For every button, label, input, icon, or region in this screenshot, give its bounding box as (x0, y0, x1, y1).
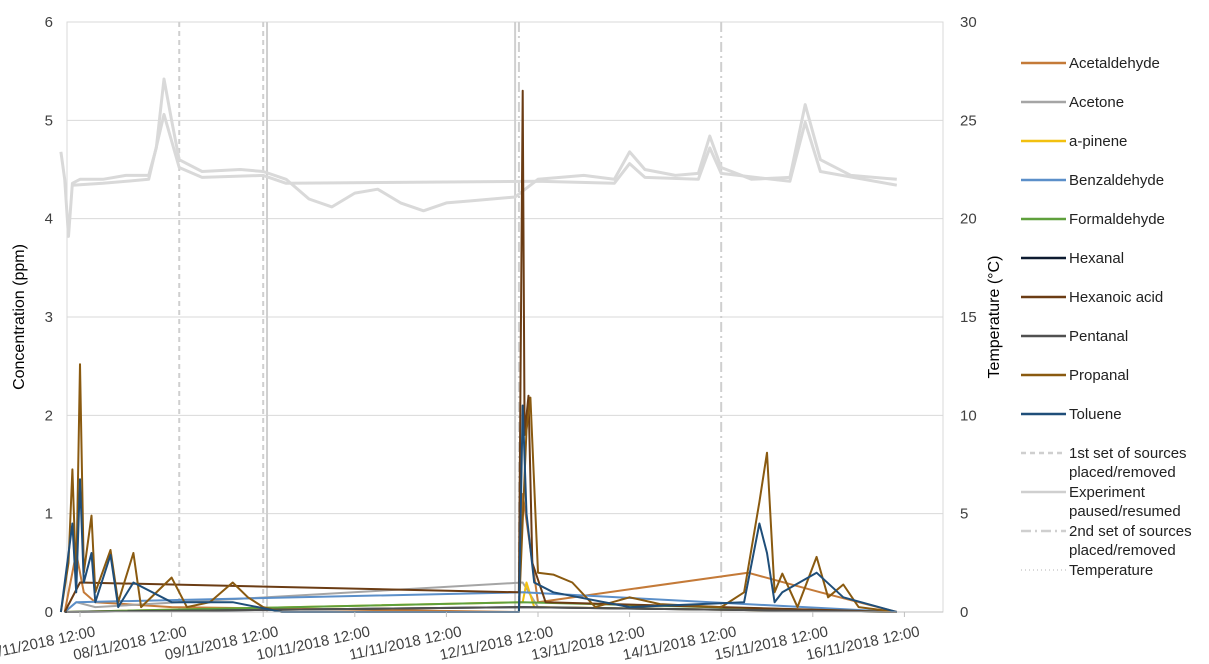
legend-label: Temperature (1069, 562, 1153, 579)
y-tick-label: 4 (45, 211, 53, 228)
event-lines (178, 22, 723, 612)
y2-tick-label: 20 (960, 211, 977, 228)
temperature-series (59, 77, 898, 238)
legend-label: Propanal (1069, 367, 1129, 384)
y-tick-label: 3 (45, 309, 53, 326)
legend-label: a-pinene (1069, 133, 1127, 150)
temperature-line (72, 112, 898, 187)
y-tick-label: 5 (45, 112, 53, 129)
y-tick-label: 1 (45, 506, 53, 523)
y2-tick-label: 25 (960, 112, 977, 129)
legend: Acetaldehyde Acetone a-pinene Benzaldehyde F… (1021, 55, 1192, 579)
legend-label: Hexanal (1069, 250, 1124, 267)
y2-tick-label: 10 (960, 407, 977, 424)
legend-label: 2nd set of sources placed/removed (1069, 523, 1192, 559)
y-tick-label: 6 (45, 14, 53, 31)
y-tick-label: 0 (45, 604, 53, 621)
y2-tick-label: 15 (960, 309, 977, 326)
legend-label: 1st set of sources placed/removed (1069, 445, 1187, 481)
concentration-series (59, 89, 898, 613)
y-tick-label: 2 (45, 407, 53, 424)
legend-label: Formaldehyde (1069, 211, 1165, 228)
y2-tick-label: 0 (960, 604, 968, 621)
legend-label: Acetaldehyde (1069, 55, 1160, 72)
legend-label: Pentanal (1069, 328, 1128, 345)
series-line-benzaldehyde (64, 591, 897, 613)
legend-label: Benzaldehyde (1069, 172, 1164, 189)
y2-axis-title: Temperature (°C) (986, 256, 1003, 379)
legend-label: Toluene (1069, 406, 1122, 423)
temperature-line (59, 77, 897, 238)
legend-label: Experiment paused/resumed (1069, 484, 1181, 520)
gridlines (66, 21, 944, 613)
series-line-pentanal (64, 606, 897, 613)
y-axis-title: Concentration (ppm) (11, 244, 28, 390)
y2-tick-label: 30 (960, 14, 977, 31)
y2-tick-label: 5 (960, 506, 968, 523)
legend-label: Hexanoic acid (1069, 289, 1163, 306)
series-line-propanal (59, 363, 897, 613)
legend-label: Acetone (1069, 94, 1124, 111)
series-line-toluene (59, 404, 898, 613)
